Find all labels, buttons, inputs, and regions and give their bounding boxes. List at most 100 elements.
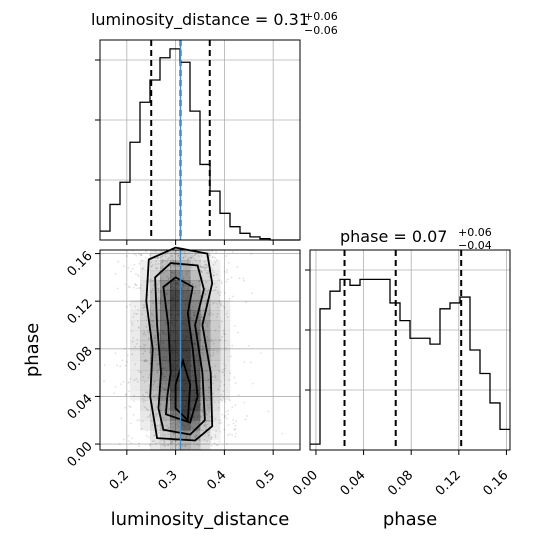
sample-point (209, 309, 211, 312)
sample-point (142, 333, 145, 335)
sample-point (173, 252, 176, 255)
density-cell (190, 350, 201, 361)
sample-point (135, 313, 138, 316)
sample-point (133, 253, 136, 256)
sample-point (145, 319, 148, 321)
density-cell (200, 430, 211, 441)
sample-point (216, 303, 218, 305)
sample-point (128, 390, 131, 393)
sample-point (247, 345, 250, 347)
sample-point (161, 397, 163, 400)
sample-point (143, 360, 146, 362)
sample-point (191, 283, 194, 286)
phase-histogram-line (310, 278, 510, 445)
sample-point (182, 277, 184, 280)
sample-point (227, 409, 230, 412)
sample-point (219, 385, 222, 387)
x-axis-title-phase-visible: phase (383, 509, 437, 530)
sample-point (200, 391, 203, 394)
sample-point (210, 366, 213, 369)
sample-point (211, 269, 214, 272)
sample-point (195, 434, 197, 437)
sample-point (145, 434, 148, 437)
sample-point (139, 254, 142, 256)
density-cell (140, 360, 151, 371)
sample-point (117, 260, 120, 263)
phase-title-minus: −0.04 (458, 239, 492, 252)
sample-point (211, 250, 213, 253)
sample-point (201, 410, 203, 413)
sample-point (204, 397, 207, 400)
sample-point (194, 292, 197, 295)
sample-point (211, 302, 214, 305)
density-cell (200, 360, 211, 371)
sample-point (224, 364, 227, 367)
density-cell (190, 280, 201, 291)
sample-point (212, 382, 215, 385)
sample-point (126, 360, 128, 363)
sample-point (149, 443, 152, 446)
sample-point (191, 256, 194, 258)
sample-point (209, 304, 211, 306)
sample-point (208, 431, 210, 434)
sample-point (223, 270, 226, 273)
sample-point (157, 369, 160, 372)
density-cell (160, 360, 171, 371)
sample-point (147, 416, 149, 418)
sample-point (259, 352, 262, 355)
sample-point (166, 424, 169, 427)
sample-point (233, 428, 236, 431)
sample-point (177, 426, 180, 428)
sample-point (194, 286, 197, 288)
sample-point (232, 251, 234, 254)
sample-point (251, 382, 254, 385)
sample-point (249, 361, 252, 364)
sample-point (126, 354, 129, 357)
density-cell (160, 310, 171, 321)
sample-point (152, 320, 155, 323)
sample-point (211, 375, 214, 378)
sample-point (225, 312, 228, 315)
sample-point (164, 388, 167, 390)
density-cell (210, 280, 221, 291)
sample-point (149, 444, 152, 447)
sample-point (213, 271, 216, 274)
sample-point (213, 302, 216, 304)
sample-point (163, 440, 166, 442)
sample-point (203, 439, 206, 441)
sample-point (140, 371, 143, 374)
sample-point (135, 284, 138, 287)
phase-x-tick-label: 0.16 (481, 468, 512, 499)
sample-point (175, 440, 178, 442)
density-cell (170, 430, 181, 441)
density-cell (150, 330, 161, 341)
density-cell (200, 280, 211, 291)
sample-point (166, 260, 169, 263)
sample-point (156, 424, 159, 427)
density-cell (180, 390, 191, 401)
sample-point (237, 331, 239, 334)
sample-point (161, 265, 164, 267)
sample-point (174, 260, 177, 263)
sample-point (214, 329, 217, 332)
density-cell (210, 410, 221, 421)
sample-point (157, 262, 160, 265)
sample-point (173, 421, 175, 424)
sample-point (103, 380, 105, 383)
sample-point (190, 425, 193, 428)
density-cell (160, 350, 171, 361)
sample-point (149, 363, 152, 366)
sample-point (200, 270, 202, 272)
sample-point (132, 267, 134, 270)
sample-point (234, 325, 236, 327)
sample-point (200, 313, 203, 316)
sample-point (169, 266, 172, 269)
sample-point (199, 440, 201, 443)
sample-point (203, 267, 206, 269)
sample-point (212, 420, 215, 423)
density-cell (210, 420, 221, 431)
sample-point (155, 405, 158, 408)
density-cell (160, 390, 171, 401)
sample-point (165, 388, 168, 391)
sample-point (212, 349, 215, 352)
